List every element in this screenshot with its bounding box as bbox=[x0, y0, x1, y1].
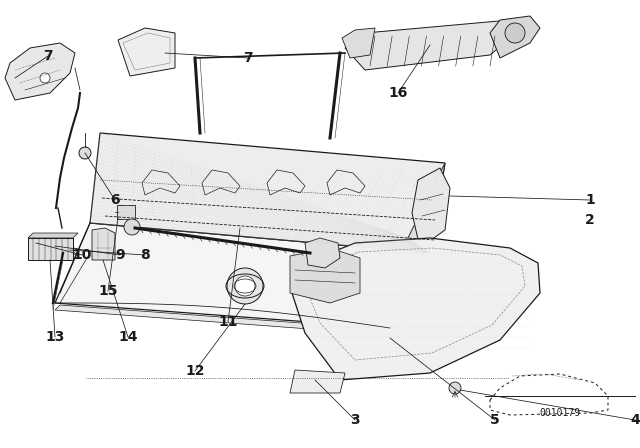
Text: 9: 9 bbox=[115, 248, 125, 262]
Polygon shape bbox=[390, 253, 425, 335]
Text: 3: 3 bbox=[350, 413, 360, 427]
Circle shape bbox=[235, 276, 255, 296]
Polygon shape bbox=[342, 28, 375, 58]
Text: 12: 12 bbox=[185, 364, 205, 378]
Circle shape bbox=[79, 147, 91, 159]
Polygon shape bbox=[48, 243, 60, 250]
Text: 0010179: 0010179 bbox=[540, 408, 580, 418]
FancyBboxPatch shape bbox=[28, 238, 73, 260]
Text: 14: 14 bbox=[118, 330, 138, 344]
Text: 4: 4 bbox=[630, 413, 640, 427]
Circle shape bbox=[449, 382, 461, 394]
Text: 6: 6 bbox=[110, 193, 120, 207]
Text: 16: 16 bbox=[388, 86, 408, 100]
Text: 11: 11 bbox=[218, 315, 237, 329]
Polygon shape bbox=[64, 246, 78, 255]
Polygon shape bbox=[490, 16, 540, 58]
Polygon shape bbox=[345, 20, 520, 70]
Text: 1: 1 bbox=[585, 193, 595, 207]
Polygon shape bbox=[412, 168, 450, 248]
Polygon shape bbox=[55, 305, 395, 335]
Text: 7: 7 bbox=[43, 49, 53, 63]
Text: 7: 7 bbox=[243, 51, 253, 65]
Polygon shape bbox=[390, 163, 445, 328]
FancyBboxPatch shape bbox=[117, 205, 135, 219]
Bar bbox=[30, 235, 42, 250]
Circle shape bbox=[40, 73, 50, 83]
Circle shape bbox=[505, 23, 525, 43]
Text: 10: 10 bbox=[72, 248, 92, 262]
Polygon shape bbox=[92, 228, 115, 260]
Text: 8: 8 bbox=[140, 248, 150, 262]
Text: 13: 13 bbox=[45, 330, 65, 344]
Polygon shape bbox=[55, 223, 430, 328]
Circle shape bbox=[227, 268, 263, 304]
Text: 5: 5 bbox=[490, 413, 500, 427]
Polygon shape bbox=[90, 133, 445, 253]
Polygon shape bbox=[118, 28, 175, 76]
Polygon shape bbox=[5, 43, 75, 100]
Text: 2: 2 bbox=[585, 213, 595, 227]
Polygon shape bbox=[290, 248, 360, 303]
Text: 15: 15 bbox=[99, 284, 118, 298]
Polygon shape bbox=[28, 233, 78, 238]
Polygon shape bbox=[305, 238, 340, 268]
Circle shape bbox=[124, 219, 140, 235]
Polygon shape bbox=[292, 238, 540, 380]
Polygon shape bbox=[290, 370, 345, 393]
